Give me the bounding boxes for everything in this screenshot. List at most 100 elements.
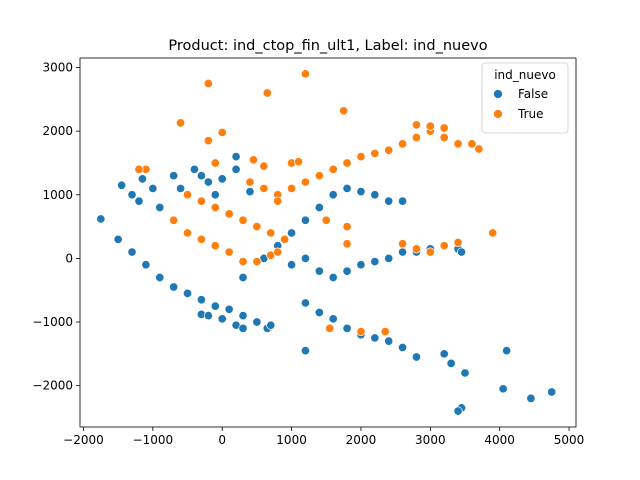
data-point xyxy=(217,127,227,137)
data-point xyxy=(117,180,127,190)
data-point xyxy=(300,346,310,356)
data-point xyxy=(460,368,470,378)
data-point xyxy=(300,253,310,263)
x-tick-label: 4000 xyxy=(484,433,515,447)
data-point xyxy=(245,187,255,197)
x-tick-label: −1000 xyxy=(133,433,174,447)
data-point xyxy=(398,196,408,206)
data-point xyxy=(252,222,262,232)
data-point xyxy=(453,237,463,248)
data-point xyxy=(259,161,269,171)
y-tick-label: −2000 xyxy=(32,379,73,393)
data-point xyxy=(342,323,352,333)
data-point xyxy=(217,174,227,184)
data-point xyxy=(453,406,463,416)
data-point xyxy=(370,148,380,158)
data-point xyxy=(266,320,276,330)
data-point xyxy=(196,295,206,305)
data-point xyxy=(224,247,234,257)
data-point xyxy=(411,244,421,254)
data-point xyxy=(169,171,179,181)
data-point xyxy=(328,272,338,283)
data-point xyxy=(113,234,123,244)
data-point xyxy=(328,190,338,200)
data-point xyxy=(453,139,463,149)
data-point xyxy=(342,266,352,276)
data-point xyxy=(314,266,324,276)
data-point xyxy=(356,152,366,162)
data-point xyxy=(245,177,255,187)
data-point xyxy=(411,352,421,362)
data-point xyxy=(287,228,297,238)
data-point xyxy=(439,241,449,251)
data-point xyxy=(259,183,269,193)
data-point xyxy=(342,222,352,232)
data-point xyxy=(203,136,213,146)
data-point xyxy=(439,123,449,133)
legend-label: True xyxy=(517,107,544,121)
data-point xyxy=(134,164,144,174)
data-point xyxy=(252,317,262,327)
data-point xyxy=(169,215,179,225)
data-point xyxy=(300,69,310,79)
data-point xyxy=(321,215,331,225)
data-point xyxy=(328,314,338,324)
data-point xyxy=(217,314,227,324)
plot-frame xyxy=(79,57,577,428)
data-point xyxy=(238,323,248,333)
data-point xyxy=(134,196,144,206)
data-point xyxy=(238,215,248,225)
data-point xyxy=(203,177,213,187)
legend-box xyxy=(481,62,569,134)
data-point xyxy=(210,190,220,200)
y-tick-label: 3000 xyxy=(42,61,73,75)
data-point xyxy=(314,307,324,318)
data-point xyxy=(370,333,380,343)
series-true xyxy=(134,69,498,337)
data-point xyxy=(411,132,421,143)
data-point xyxy=(137,174,147,184)
data-point xyxy=(474,144,484,154)
data-point xyxy=(467,139,477,149)
data-point xyxy=(384,253,394,263)
data-point xyxy=(425,121,435,131)
x-tick-label: 1000 xyxy=(276,433,307,447)
data-point xyxy=(155,272,165,283)
data-point xyxy=(141,260,151,270)
data-point xyxy=(342,183,352,193)
data-point xyxy=(488,228,498,238)
data-point xyxy=(342,158,352,168)
legend-marker xyxy=(493,109,503,119)
data-point xyxy=(398,139,408,149)
data-point xyxy=(273,196,283,206)
chart-title: Product: ind_ctop_fin_ult1, Label: ind_n… xyxy=(168,38,487,54)
data-point xyxy=(526,393,536,403)
x-tick-label: 2000 xyxy=(346,433,377,447)
data-point xyxy=(342,239,352,249)
data-point xyxy=(266,228,276,238)
y-axis: −2000 −1000 0 1000 2000 3000 xyxy=(32,61,80,393)
data-point xyxy=(210,241,220,251)
data-point xyxy=(287,260,297,270)
x-tick-label: 0 xyxy=(218,433,226,447)
data-point xyxy=(314,171,324,181)
data-point xyxy=(252,257,262,267)
data-point xyxy=(176,183,186,193)
data-point xyxy=(456,247,467,257)
data-point xyxy=(339,106,349,116)
y-tick-label: 1000 xyxy=(42,188,73,202)
data-point xyxy=(182,190,193,200)
data-point xyxy=(280,234,290,244)
legend: ind_nuevo False True xyxy=(481,62,569,134)
legend-marker xyxy=(493,89,503,99)
data-point xyxy=(210,301,220,311)
data-point xyxy=(356,260,366,270)
data-point xyxy=(439,349,449,359)
data-point xyxy=(384,336,394,346)
data-point xyxy=(300,177,310,187)
data-point xyxy=(398,247,408,257)
data-point xyxy=(248,155,258,165)
data-point xyxy=(210,202,220,213)
y-tick-label: −1000 xyxy=(32,315,73,329)
